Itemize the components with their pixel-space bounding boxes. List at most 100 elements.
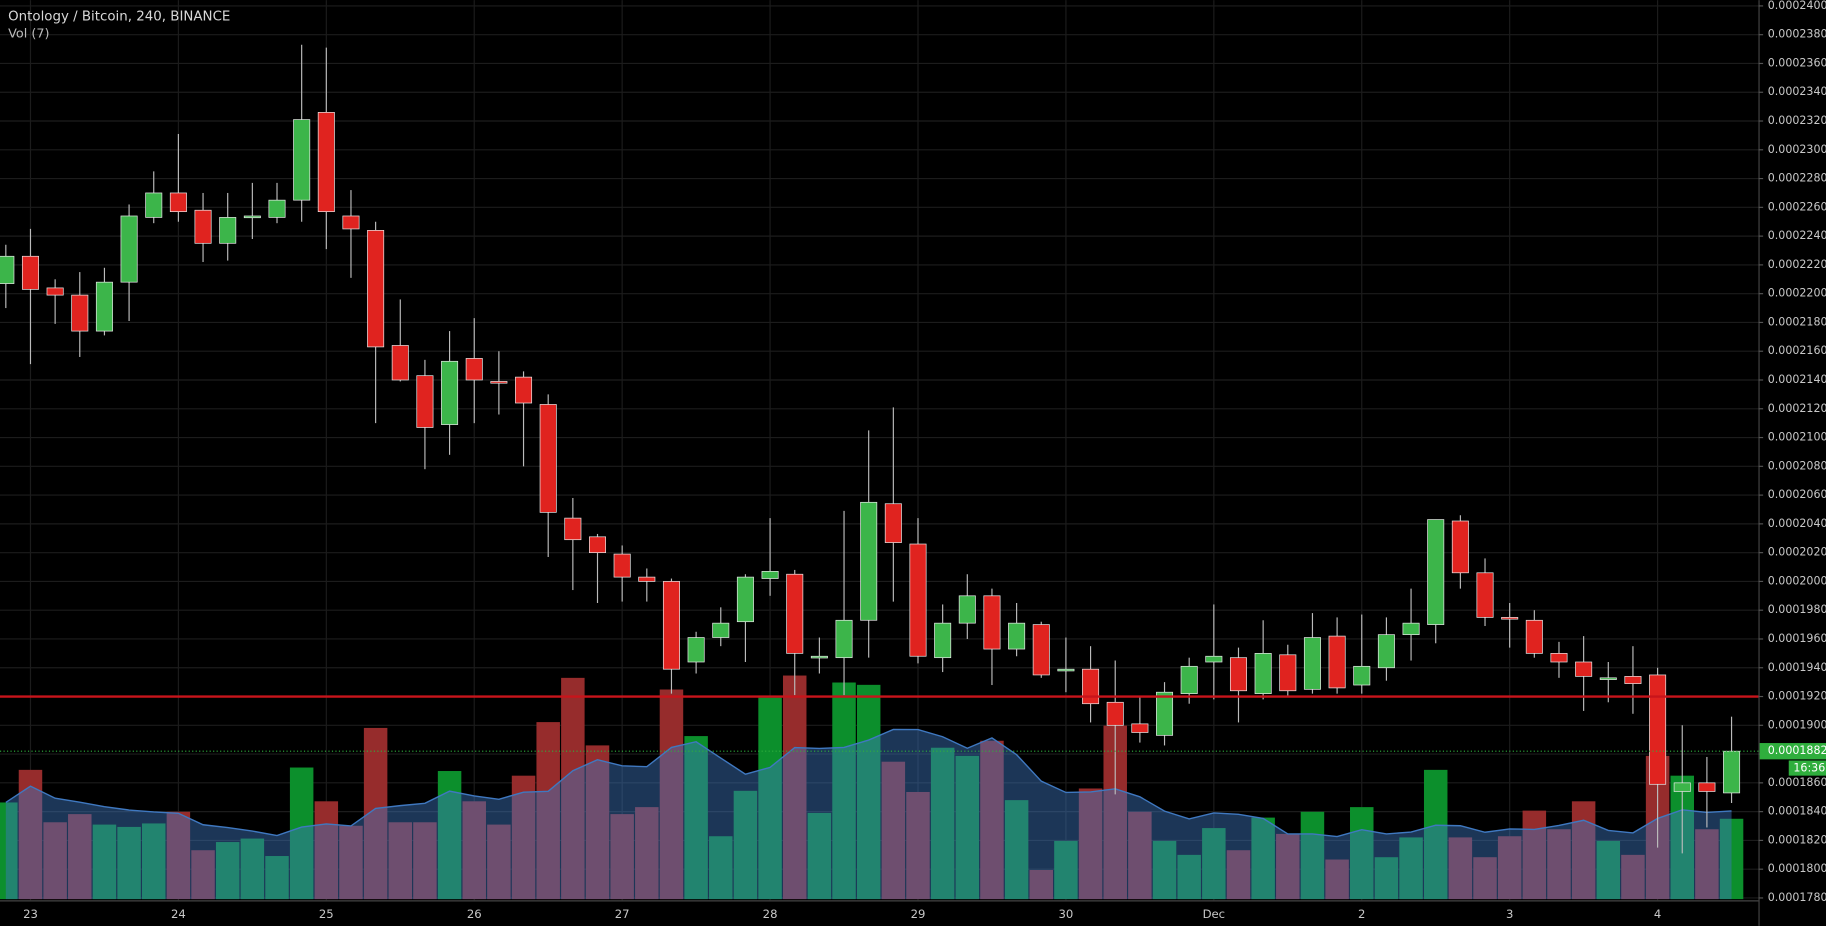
candle-body bbox=[1131, 723, 1149, 733]
volume-bar bbox=[314, 801, 339, 900]
volume-bar bbox=[1152, 840, 1177, 900]
candle-body bbox=[46, 287, 64, 296]
candle-body bbox=[1649, 674, 1667, 785]
candle-body bbox=[1501, 617, 1519, 620]
volume-bar bbox=[1621, 854, 1645, 900]
x-tick-label: 28 bbox=[763, 907, 778, 921]
volume-bar bbox=[437, 771, 462, 900]
volume-bar bbox=[1571, 801, 1596, 900]
candle-body bbox=[243, 215, 261, 219]
candle-body bbox=[1032, 624, 1050, 676]
y-tick-label: 0.0001980 bbox=[1768, 603, 1826, 616]
volume-bar bbox=[807, 812, 832, 900]
candle-body bbox=[860, 501, 878, 621]
candle-body bbox=[0, 255, 15, 284]
volume-ma-area bbox=[5, 729, 1732, 900]
y-tick-label: 0.0002200 bbox=[1768, 287, 1826, 300]
candle-body bbox=[983, 595, 1001, 650]
candle-body bbox=[712, 622, 730, 638]
volume-bar bbox=[561, 677, 585, 900]
candle-body bbox=[539, 404, 557, 513]
candle-body bbox=[515, 376, 533, 404]
volume-bar bbox=[1497, 836, 1522, 900]
candle-body bbox=[219, 217, 237, 244]
volume-bar bbox=[1276, 833, 1300, 900]
candle-body bbox=[194, 209, 212, 244]
candle-body bbox=[1698, 782, 1716, 792]
x-tick-label: 3 bbox=[1506, 907, 1513, 921]
y-tick-label: 0.0002260 bbox=[1768, 200, 1826, 213]
y-tick-label: 0.0002060 bbox=[1768, 488, 1826, 501]
volume-bar bbox=[18, 769, 43, 900]
candle-body bbox=[1723, 750, 1741, 794]
y-tick-label: 0.0002240 bbox=[1768, 229, 1826, 242]
candle-body bbox=[1575, 661, 1593, 677]
candle-body bbox=[21, 255, 39, 290]
volume-bar bbox=[1522, 810, 1547, 900]
volume-bar bbox=[709, 836, 733, 900]
candle-body bbox=[1254, 653, 1272, 694]
volume-bar bbox=[1078, 788, 1103, 900]
volume-bar bbox=[758, 697, 782, 900]
y-tick-label: 0.0001780 bbox=[1768, 891, 1826, 904]
y-tick-label: 0.0002020 bbox=[1768, 546, 1826, 559]
volume-bar bbox=[1448, 837, 1473, 900]
candle-body bbox=[1550, 653, 1568, 663]
volume-bar bbox=[1695, 829, 1719, 900]
candle-body bbox=[1353, 665, 1371, 686]
volume-bar bbox=[215, 842, 240, 900]
volume-bar bbox=[289, 767, 314, 900]
volume-bar bbox=[585, 745, 610, 900]
volume-bar bbox=[1128, 811, 1152, 900]
candle-body bbox=[1476, 572, 1494, 618]
volume-bar bbox=[1202, 828, 1226, 900]
y-tick-label: 0.0001900 bbox=[1768, 718, 1826, 731]
candle-body bbox=[169, 192, 187, 213]
volume-bar bbox=[733, 790, 758, 900]
candles bbox=[0, 44, 1741, 854]
candle-body bbox=[662, 581, 680, 670]
candle-body bbox=[1624, 676, 1642, 684]
candle-body bbox=[1156, 691, 1174, 736]
volume-bar bbox=[1004, 800, 1029, 900]
y-tick-label: 0.0002180 bbox=[1768, 315, 1826, 328]
volume-bar bbox=[610, 814, 634, 900]
y-tick-label: 0.0001820 bbox=[1768, 833, 1826, 846]
candle-body bbox=[95, 281, 113, 332]
last-price-tag bbox=[1759, 743, 1826, 760]
candle-body bbox=[1229, 657, 1247, 692]
y-tick-label: 0.0001940 bbox=[1768, 661, 1826, 674]
y-tick-label: 0.0002340 bbox=[1768, 85, 1826, 98]
volume-bar bbox=[92, 824, 117, 900]
y-tick-label: 0.0001920 bbox=[1768, 690, 1826, 703]
volume-bar bbox=[1251, 817, 1275, 900]
volume-bar bbox=[191, 850, 215, 900]
volume-bar bbox=[166, 811, 191, 900]
volume-label: Vol (7) bbox=[8, 26, 49, 41]
y-tick-label: 0.0002080 bbox=[1768, 459, 1826, 472]
x-tick-label: 30 bbox=[1059, 907, 1074, 921]
volume-bar bbox=[240, 838, 265, 900]
y-tick-label: 0.0002160 bbox=[1768, 344, 1826, 357]
volume-bar bbox=[955, 755, 980, 900]
candle-body bbox=[293, 119, 311, 201]
volume-bar bbox=[363, 727, 388, 900]
x-tick-label: Dec bbox=[1203, 907, 1226, 921]
candle-body bbox=[391, 345, 409, 381]
candle-body bbox=[441, 360, 459, 425]
candle-body bbox=[1328, 635, 1346, 689]
y-tick-label: 0.0002400 bbox=[1768, 0, 1826, 12]
candle-body bbox=[1525, 619, 1543, 654]
y-tick-label: 0.0002000 bbox=[1768, 574, 1826, 587]
candle-body bbox=[416, 375, 434, 428]
volume-bar bbox=[339, 825, 363, 900]
candle-body bbox=[1180, 665, 1198, 694]
x-tick-label: 2 bbox=[1358, 907, 1365, 921]
y-tick-label: 0.0002100 bbox=[1768, 431, 1826, 444]
candle-body bbox=[884, 503, 902, 543]
candle-body bbox=[687, 637, 705, 663]
volume-bar bbox=[487, 824, 511, 900]
y-tick-label: 0.0002300 bbox=[1768, 143, 1826, 156]
candle-body bbox=[1082, 668, 1100, 705]
candle-body bbox=[613, 553, 631, 578]
